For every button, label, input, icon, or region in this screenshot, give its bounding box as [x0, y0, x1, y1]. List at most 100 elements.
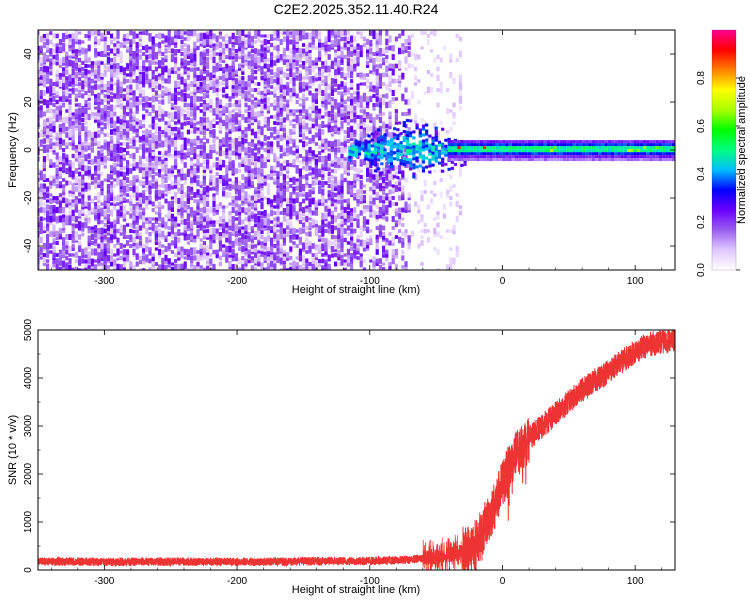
heatmap-cell — [225, 84, 229, 90]
heatmap-cell — [404, 49, 408, 53]
heatmap-cell — [321, 165, 325, 171]
heatmap-cell — [340, 50, 344, 58]
heatmap-cell — [151, 217, 155, 221]
heatmap-cell — [247, 95, 251, 103]
heatmap-cell — [164, 167, 168, 175]
heatmap-cell — [369, 177, 373, 183]
heatmap-cell — [142, 153, 146, 159]
heatmap-cell — [68, 170, 72, 178]
heatmap-cell — [58, 108, 62, 114]
heatmap-cell — [126, 123, 130, 129]
heatmap-cell — [218, 49, 222, 53]
heatmap-cell — [132, 144, 136, 150]
heatmap-cell — [318, 128, 322, 136]
heatmap-cell — [260, 156, 264, 162]
heatmap-cell — [135, 96, 139, 102]
heatmap-cell — [247, 225, 251, 231]
heatmap-cell — [142, 245, 146, 253]
heatmap-cell — [81, 174, 85, 180]
heatmap-cell — [68, 135, 72, 141]
heatmap-cell — [87, 87, 91, 93]
heatmap-cell — [62, 188, 66, 196]
heatmap-cell — [81, 186, 85, 192]
heatmap-cell — [135, 210, 139, 216]
heatmap-cell — [324, 65, 328, 73]
heatmap-cell — [289, 56, 293, 64]
heatmap-cell — [276, 219, 280, 225]
heatmap-cell — [100, 32, 104, 40]
heatmap-cell — [154, 61, 158, 65]
heatmap-cell — [241, 157, 245, 161]
heatmap-cell — [94, 176, 98, 184]
heatmap-cell — [177, 33, 181, 39]
heatmap-cell — [343, 111, 347, 117]
heatmap-cell — [180, 189, 184, 195]
heatmap-cell — [375, 96, 379, 102]
heatmap-cell — [231, 60, 235, 66]
heatmap-cell — [266, 39, 270, 45]
heatmap-cell — [247, 31, 251, 35]
heatmap-cell — [100, 220, 104, 224]
heatmap-cell — [110, 79, 114, 83]
heatmap-cell — [254, 152, 258, 160]
heatmap-cell — [196, 135, 200, 141]
heatmap-cell — [308, 156, 312, 162]
heatmap-cell — [126, 128, 130, 136]
heatmap-cell — [369, 259, 373, 263]
heatmap-cell — [103, 95, 107, 103]
heatmap-cell — [186, 192, 190, 198]
heatmap-cell — [343, 206, 347, 214]
heatmap-cell — [135, 229, 139, 233]
heatmap-cell — [346, 225, 350, 231]
heatmap-cell — [286, 268, 290, 270]
heatmap-cell — [161, 174, 165, 180]
heatmap-cell — [55, 113, 59, 121]
heatmap-cell — [122, 173, 126, 181]
heatmap-cell — [212, 200, 216, 208]
heatmap-cell — [263, 116, 267, 124]
heatmap-cell — [193, 59, 197, 67]
heatmap-cell — [190, 247, 194, 251]
heatmap-cell — [340, 147, 344, 153]
heatmap-cell — [68, 216, 72, 222]
heatmap-cell — [276, 174, 280, 180]
heatmap-cell — [190, 123, 194, 129]
heatmap-cell — [158, 126, 162, 132]
heatmap-cell — [238, 232, 242, 236]
heatmap-cell — [62, 251, 66, 259]
heatmap-cell — [151, 142, 155, 146]
heatmap-cell — [215, 184, 219, 188]
heatmap-cell — [321, 63, 325, 69]
heatmap-cell — [318, 260, 322, 268]
heatmap-cell — [148, 258, 152, 264]
heatmap-cell — [158, 118, 162, 122]
heatmap-cell — [298, 125, 302, 133]
heatmap-cell — [378, 186, 382, 192]
heatmap-cell — [52, 120, 56, 126]
heatmap-cell — [42, 225, 46, 231]
heatmap-cell — [158, 41, 162, 49]
heatmap-cell — [97, 109, 101, 113]
heatmap-cell — [148, 129, 152, 135]
heatmap-cell — [110, 75, 114, 81]
heatmap-cell — [231, 254, 235, 262]
heatmap-cell — [78, 46, 82, 50]
heatmap-cell — [199, 72, 203, 78]
heatmap-cell — [97, 206, 101, 214]
heatmap-cell — [113, 105, 117, 111]
heatmap-cell — [49, 116, 53, 124]
heatmap-cell — [372, 57, 376, 63]
heatmap-cell — [78, 209, 82, 217]
heatmap-cell — [65, 198, 69, 204]
heatmap-cell — [87, 226, 91, 230]
heatmap-cell — [273, 114, 277, 120]
heatmap-cell — [298, 264, 302, 270]
heatmap-cell — [273, 121, 277, 125]
heatmap-cell — [225, 54, 229, 60]
heatmap-cell — [343, 30, 347, 36]
heatmap-cell — [308, 113, 312, 121]
heatmap-cell — [90, 111, 94, 117]
heatmap-cell — [154, 34, 158, 38]
heatmap-cell — [52, 198, 56, 204]
heatmap-cell — [318, 144, 322, 150]
